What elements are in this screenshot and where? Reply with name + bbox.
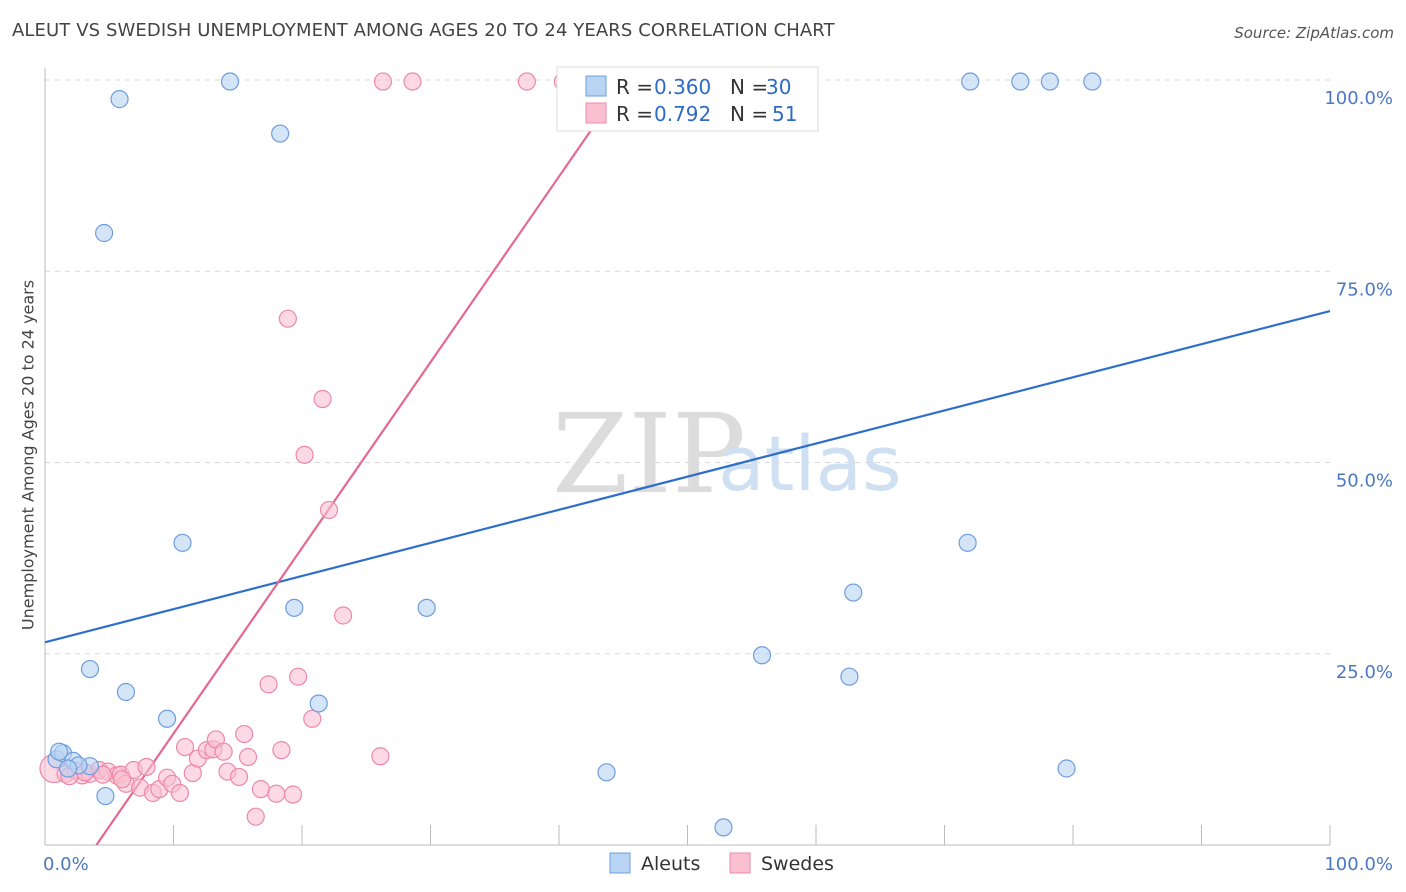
aleut-point	[752, 646, 772, 665]
swede-point	[278, 309, 297, 328]
legend-n-value: 30	[766, 75, 791, 99]
y-tick-label: 100.0%	[1324, 88, 1393, 109]
swede-point	[373, 72, 393, 91]
aleut-point	[714, 818, 733, 837]
swede-point	[313, 389, 332, 409]
aleut-point	[309, 694, 328, 713]
swede-point	[371, 747, 390, 766]
aleut-point	[157, 709, 177, 728]
swede-point	[334, 606, 353, 625]
aleut-point	[1011, 72, 1030, 91]
swede-point	[259, 675, 278, 694]
aleut-trend-line	[44, 309, 1331, 644]
chart-title: ALEUT VS SWEDISH UNEMPLOYMENT AMONG AGES…	[12, 20, 835, 41]
x-tick-label: 100.0%	[1324, 854, 1393, 875]
legend-r-label: R =	[616, 102, 653, 126]
bottom-legend-swedes: Swedes	[761, 853, 834, 875]
legend-r-label: R =	[616, 75, 653, 99]
swede-point	[283, 785, 303, 804]
aleut-point	[95, 223, 114, 243]
swede-point	[267, 784, 286, 803]
y-tick-label: 50.0%	[1336, 471, 1393, 492]
aleut-point	[417, 598, 436, 617]
aleut-point	[110, 90, 129, 109]
swede-point	[303, 709, 322, 728]
bottom-legend-swatch-swedes	[729, 852, 751, 874]
aleut-point	[597, 763, 616, 782]
x-tick-label: 0.0%	[43, 854, 89, 875]
swede-point	[93, 765, 112, 784]
swede-point	[289, 667, 308, 686]
legend-r-value: 0.792	[654, 102, 711, 126]
aleut-point	[961, 72, 980, 91]
aleut-point	[1083, 72, 1102, 91]
legend-box: R = 0.360 N = 30 R = 0.792 N = 51	[556, 66, 819, 132]
aleut-point	[1057, 759, 1076, 778]
aleut-point	[844, 583, 863, 602]
aleut-point	[285, 598, 304, 617]
swede-point	[403, 72, 422, 91]
swede-point	[214, 742, 233, 761]
swede-point	[170, 783, 190, 803]
y-tick-label: 75.0%	[1336, 279, 1393, 300]
aleut-point	[220, 72, 240, 91]
aleut-point	[59, 759, 78, 778]
swede-point	[319, 500, 339, 520]
swede-point	[295, 445, 314, 464]
aleut-point	[1040, 72, 1059, 91]
bottom-legend-swatch-aleuts	[609, 852, 631, 874]
source-label: Source: ZipAtlas.com	[1234, 24, 1394, 42]
swede-point	[137, 757, 156, 777]
aleut-point	[116, 682, 136, 702]
legend-n-label: N =	[730, 75, 768, 99]
aleut-point	[271, 124, 290, 143]
swede-point	[229, 767, 249, 787]
swede-point	[112, 770, 132, 789]
y-tick-label: 25.0%	[1336, 662, 1393, 683]
swede-point	[251, 780, 270, 799]
bottom-legend-aleuts: Aleuts	[641, 853, 700, 875]
watermark-zip: ZIP	[552, 390, 746, 518]
tick-labels: 25.0% 50.0% 75.0% 100.0% 0.0% 100.0%	[43, 88, 1393, 875]
swede-point	[246, 807, 265, 826]
grid	[45, 79, 1330, 655]
legend-swatch-swedes	[585, 102, 607, 124]
swede-point	[238, 747, 258, 767]
legend-swatch-aleuts	[585, 75, 607, 97]
aleut-point	[840, 667, 859, 686]
swede-point	[175, 737, 195, 757]
aleut-point	[96, 786, 115, 806]
aleut-point	[80, 659, 100, 679]
swede-point	[235, 724, 254, 744]
trend-lines	[44, 79, 1331, 846]
watermark: ZIP atlas	[552, 390, 902, 518]
swede-trend-line	[95, 79, 627, 846]
legend-r-value: 0.360	[654, 75, 711, 99]
aleut-point	[50, 742, 69, 761]
swede-point	[517, 72, 536, 91]
aleut-point	[958, 533, 977, 552]
legend-n-value: 51	[772, 102, 797, 126]
data-points	[39, 72, 1102, 837]
bottom-legend: Aleuts Swedes	[609, 852, 834, 875]
watermark-atlas: atlas	[718, 419, 902, 508]
aleut-point	[173, 533, 192, 552]
legend-n-label: N =	[730, 102, 768, 126]
swede-point	[272, 741, 291, 760]
axes	[44, 68, 1331, 846]
